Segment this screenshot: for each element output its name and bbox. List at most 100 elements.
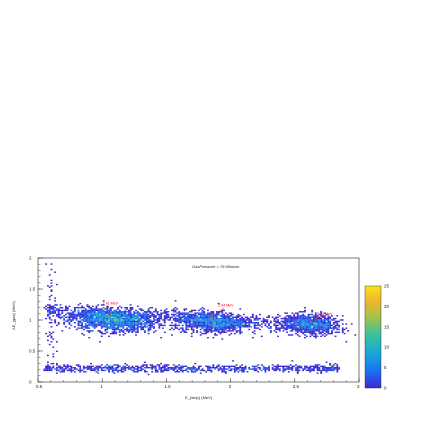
heatmap-bin [289, 327, 292, 329]
heatmap-bin [262, 365, 265, 368]
heatmap-bin [185, 320, 188, 323]
heatmap-bin [73, 326, 76, 328]
heatmap-bin [160, 362, 163, 365]
heatmap-bin [160, 316, 163, 318]
heatmap-bin [181, 327, 184, 329]
heatmap-bin [210, 319, 213, 321]
heatmap-bin [124, 311, 127, 313]
heatmap-bin [296, 319, 299, 321]
heatmap-bin [97, 319, 100, 321]
heatmap-bin [262, 321, 265, 324]
heatmap-bin [278, 330, 281, 332]
heatmap-bin [219, 324, 222, 327]
heatmap-bin [196, 324, 199, 327]
heatmap-bin [259, 324, 261, 327]
heatmap-bin [104, 324, 107, 327]
heatmap-bin [197, 324, 200, 327]
heatmap-bin [273, 324, 276, 327]
heatmap-bin [320, 313, 323, 316]
heatmap-bin [142, 368, 145, 370]
heatmap-bin [172, 364, 175, 366]
heatmap-bin [309, 323, 312, 325]
heatmap-bin [138, 317, 141, 320]
heatmap-bin [149, 367, 152, 369]
heatmap-bin [280, 324, 283, 327]
heatmap-bin [102, 320, 105, 323]
heatmap-bin [305, 335, 308, 338]
heatmap-bin [52, 356, 55, 358]
heatmap-bin [122, 368, 125, 370]
heatmap-bin [203, 369, 206, 372]
heatmap-bin [251, 365, 254, 368]
heatmap-bin [206, 330, 209, 332]
heatmap-bin [296, 320, 299, 323]
heatmap-bin [314, 328, 317, 331]
heatmap-bin [151, 365, 154, 368]
heatmap-bin [122, 323, 125, 325]
heatmap-bin [165, 317, 168, 320]
heatmap-bin [224, 365, 227, 368]
heatmap-bin [102, 321, 105, 324]
heatmap-bin [55, 341, 58, 343]
heatmap-bin [81, 321, 83, 324]
heatmap-bin [251, 313, 254, 316]
heatmap-bin [108, 312, 110, 314]
heatmap-bin [194, 312, 197, 314]
heatmap-bin [307, 330, 310, 332]
heatmap-bin [138, 313, 141, 316]
heatmap-bin [118, 369, 121, 372]
heatmap-bin [305, 330, 308, 332]
heatmap-bin [296, 369, 299, 372]
heatmap-bin [50, 263, 53, 265]
heatmap-bin [147, 313, 150, 316]
heatmap-bin [212, 330, 215, 332]
heatmap-bin [54, 304, 57, 306]
heatmap-bin [126, 317, 128, 320]
heatmap-bin [192, 371, 195, 373]
heatmap-bin [136, 317, 139, 320]
heatmap-bin [208, 368, 211, 370]
heatmap-bin [304, 309, 306, 312]
heatmap-bin [257, 321, 260, 324]
heatmap-bin [54, 300, 57, 302]
heatmap-bin [313, 316, 315, 318]
heatmap-bin [201, 368, 204, 370]
heatmap-bin [253, 324, 256, 327]
heatmap-bin [255, 368, 258, 370]
heatmap-bin [316, 330, 319, 332]
heatmap-bin [194, 313, 197, 316]
heatmap-bin [305, 328, 308, 331]
heatmap-bin [266, 326, 269, 328]
heatmap-bin [280, 365, 283, 368]
heatmap-bin [316, 365, 319, 368]
heatmap-bin [115, 313, 118, 316]
heatmap-bin [167, 315, 170, 317]
heatmap-bin [284, 320, 287, 323]
heatmap-bin [64, 365, 67, 368]
heatmap-bin [264, 367, 267, 369]
y-axis-label: ΔE_{gas} (MeV) [11, 301, 16, 330]
heatmap-bin [230, 330, 233, 332]
heatmap-bin [241, 324, 243, 327]
heatmap-bin [334, 362, 337, 365]
heatmap-bin [149, 326, 152, 328]
heatmap-bin [91, 324, 94, 327]
heatmap-bin [145, 321, 148, 324]
heatmap-bin [185, 321, 188, 324]
heatmap-bin [84, 323, 87, 325]
heatmap-bin [46, 367, 49, 369]
heatmap-bin [84, 309, 87, 312]
heatmap-bin [133, 371, 136, 373]
heatmap-bin [181, 313, 184, 316]
heatmap-bin [293, 328, 296, 331]
heatmap-bin [131, 313, 134, 316]
heatmap-bin [295, 364, 297, 366]
heatmap-bin [248, 317, 251, 320]
heatmap-bin [331, 331, 333, 333]
heatmap-bin [81, 316, 83, 318]
heatmap-bin [163, 317, 166, 320]
heatmap-bin [206, 367, 209, 369]
heatmap-bin [298, 365, 301, 368]
heatmap-bin [68, 323, 71, 325]
heatmap-bin [300, 316, 303, 318]
